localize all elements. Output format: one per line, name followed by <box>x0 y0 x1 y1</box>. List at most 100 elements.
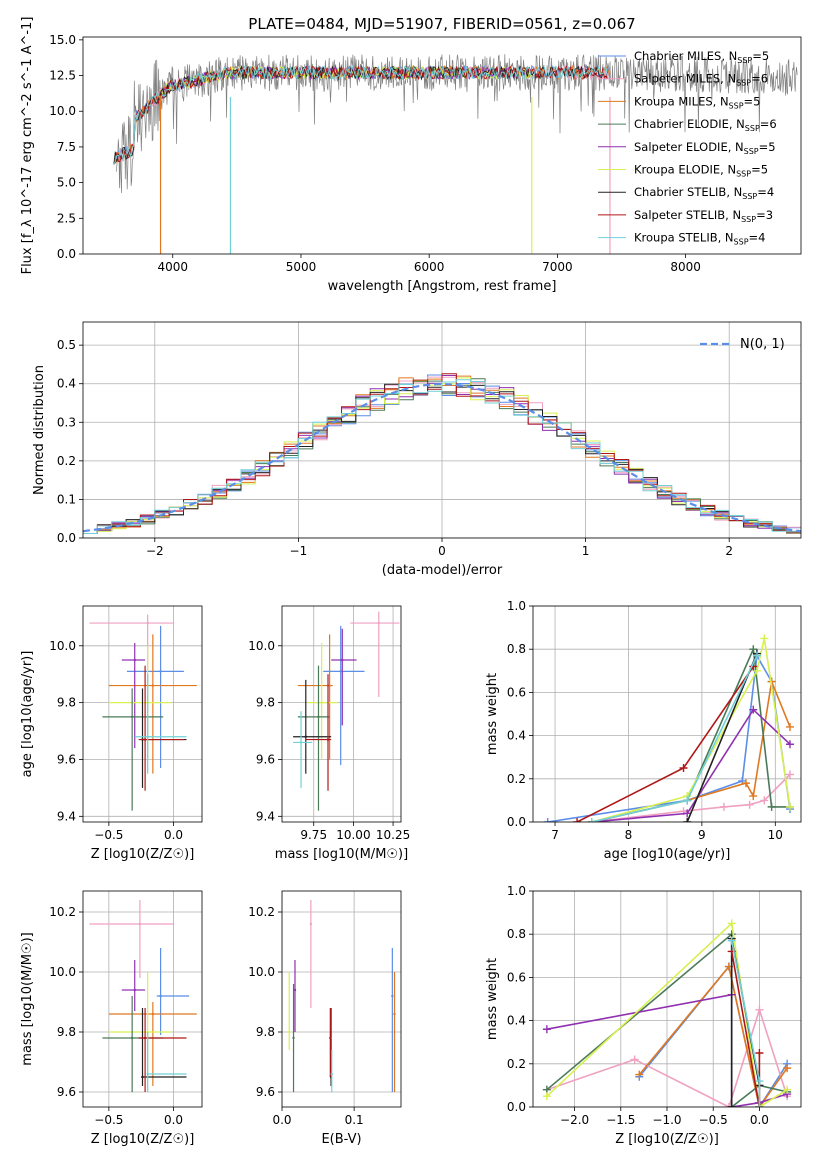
weight-marker <box>719 802 728 811</box>
x-tick-label: 7000 <box>542 260 573 274</box>
grid <box>533 891 801 1107</box>
weight-marker <box>785 802 794 811</box>
data-point <box>146 735 149 738</box>
x-axis-label: Z [log10(Z/Z☉)] <box>91 847 195 862</box>
y-tick-label: 0.1 <box>57 492 76 506</box>
weight-marker <box>573 818 582 822</box>
y-tick-label: 0.6 <box>507 685 526 699</box>
model-spectrum <box>113 64 609 165</box>
axes-frame <box>82 605 203 823</box>
data-point <box>143 1036 147 1040</box>
data-point <box>146 621 149 625</box>
y-tick-label: 9.8 <box>57 1025 76 1039</box>
legend-entry: Salpeter ELODIE, NSSP=5 <box>634 140 776 156</box>
y-tick-label: 10.2 <box>248 905 275 919</box>
y-axis-label: mass [log10(M/M☉)] <box>20 932 35 1065</box>
weight-marker <box>587 818 596 822</box>
legend-entry: N(0, 1) <box>740 337 785 352</box>
weight-line <box>546 993 788 1107</box>
data-point <box>393 1012 396 1016</box>
x-tick-label: −0.5 <box>699 1113 728 1127</box>
y-tick-label: 12.5 <box>49 69 76 83</box>
y-tick-label: 0.4 <box>507 729 526 743</box>
x-axis-label: Z [log10(Z/Z☉)] <box>615 1132 719 1147</box>
y-tick-label: 0.8 <box>507 927 526 941</box>
weight-line <box>546 1007 788 1107</box>
data-point <box>299 741 303 744</box>
data-point <box>293 988 297 992</box>
data-point <box>151 684 155 687</box>
weight-marker <box>542 1025 551 1034</box>
data-point <box>130 715 134 719</box>
x-axis-label: Z [log10(Z/Z☉)] <box>91 1132 195 1147</box>
weight-marker <box>785 740 794 749</box>
x-tick-label: −2 <box>146 544 164 558</box>
plot-area <box>83 891 202 1107</box>
weight-marker <box>679 764 688 772</box>
data-point <box>159 994 162 998</box>
y-tick-label: 0.2 <box>57 454 76 468</box>
y-tick-label: 10.0 <box>49 965 76 979</box>
weight-marker <box>767 802 776 811</box>
weight-marker <box>635 1070 644 1079</box>
y-axis-label: mass weight <box>485 958 500 1040</box>
y-tick-label: 2.5 <box>57 211 76 225</box>
y-tick-label: 7.5 <box>57 140 76 154</box>
weight-line <box>730 951 761 1107</box>
weight-line <box>591 708 791 822</box>
legend-entry: Kroupa ELODIE, NSSP=5 <box>634 163 768 179</box>
weight-marker <box>543 818 552 822</box>
y-tick-label: 0.4 <box>57 377 76 391</box>
axes-frame <box>281 605 402 823</box>
panel-age-vs-mass: 9.75 10.00 10.25 9.4 9.6 9.8 10.0 mass [log10(M… <box>248 605 410 862</box>
weight-marker <box>683 809 692 818</box>
y-tick-label: 0.8 <box>507 642 526 656</box>
x-tick-label: 0.0 <box>750 1113 769 1127</box>
x-tick-label: 0.0 <box>272 1113 291 1127</box>
legend-entry: Salpeter MILES, NSSP=6 <box>634 72 768 88</box>
y-tick-label: 10.0 <box>49 639 76 653</box>
y-tick-label: 0.5 <box>57 338 76 352</box>
weight-marker <box>783 1085 792 1094</box>
weight-marker <box>752 666 761 675</box>
data-point <box>143 738 147 741</box>
axes-frame <box>82 36 802 255</box>
weight-line <box>576 666 754 822</box>
figure-title: PLATE=0484, MJD=51907, FIBERID=0561, z=0… <box>248 15 635 33</box>
plot-area <box>533 606 801 822</box>
weight-marker <box>683 818 692 822</box>
weight-marker <box>727 919 736 928</box>
axes-frame <box>532 890 802 1108</box>
x-tick-label: 10 <box>768 828 783 842</box>
y-tick-label: 1.0 <box>507 599 526 613</box>
data-point <box>328 684 331 687</box>
weight-line <box>638 964 788 1107</box>
legend-entry: Kroupa MILES, NSSP=5 <box>634 94 760 110</box>
data-point <box>304 735 307 738</box>
weight-marker <box>785 770 794 779</box>
weight-line <box>591 773 791 822</box>
weight-marker <box>749 705 758 714</box>
weight-marker <box>755 1077 764 1086</box>
y-tick-label: 0.0 <box>507 1100 526 1114</box>
data-point <box>317 715 320 719</box>
y-tick-label: 0.0 <box>507 815 526 829</box>
x-tick-label: 4000 <box>157 260 188 274</box>
panel-mass-vs-Z: −0.5 0.0 9.6 9.8 10.0 10.2 Z [log10(Z/Z☉)] mass… <box>20 890 203 1147</box>
plot-area <box>533 891 801 1107</box>
panel-weight-vs-age: 7 8 9 10 0.0 0.2 0.4 0.6 0.8 1.0 age [log10(age/yr… <box>485 599 802 862</box>
y-tick-label: 9.8 <box>256 1025 275 1039</box>
weight-line <box>546 932 788 1107</box>
x-axis-label: age [log10(age/yr)] <box>604 847 731 862</box>
legend-entry: Salpeter STELIB, NSSP=3 <box>634 208 773 224</box>
x-tick-label: 2 <box>725 544 733 558</box>
x-tick-label: 9.75 <box>300 828 327 842</box>
y-tick-label: 10.2 <box>49 905 76 919</box>
y-tick-label: 1.0 <box>507 884 526 898</box>
x-tick-label: 6000 <box>414 260 445 274</box>
x-tick-label: 0.1 <box>345 1113 364 1127</box>
x-tick-label: −0.5 <box>94 828 123 842</box>
data-point <box>151 1012 155 1016</box>
x-tick-label: 0.0 <box>164 828 183 842</box>
y-tick-label: 15.0 <box>49 33 76 47</box>
